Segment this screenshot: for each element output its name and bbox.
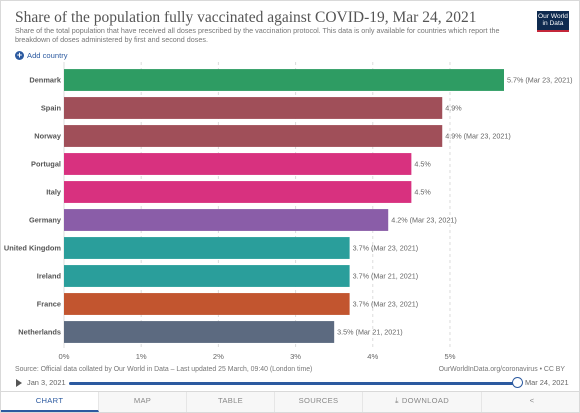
add-country-label: Add country: [27, 51, 68, 60]
x-tick-label: 5%: [444, 352, 455, 361]
bar: [64, 237, 350, 259]
bar: [64, 69, 504, 91]
category-label: Netherlands: [18, 328, 61, 337]
timeline-handle[interactable]: [512, 377, 523, 388]
category-label: Norway: [34, 132, 62, 141]
tab-sources-label: SOURCES: [298, 396, 339, 405]
bar: [64, 209, 389, 231]
tab-map[interactable]: MAP: [99, 392, 187, 412]
data-label: 3.7% (Mar 23, 2021): [353, 300, 419, 309]
tab-chart-label: CHART: [35, 396, 64, 405]
tab-bar: CHART MAP TABLE SOURCES ⤓ DOWNLOAD <: [1, 391, 579, 412]
category-label: Spain: [41, 104, 62, 113]
data-label: 4.5%: [414, 160, 431, 169]
timeline-track[interactable]: [69, 382, 518, 385]
x-tick-label: 2%: [213, 352, 224, 361]
tab-chart[interactable]: CHART: [1, 392, 99, 412]
add-country-button[interactable]: + Add country: [15, 51, 68, 60]
data-label: 3.5% (Mar 21, 2021): [337, 328, 403, 337]
data-label: 3.7% (Mar 21, 2021): [353, 272, 419, 281]
tab-sources[interactable]: SOURCES: [275, 392, 363, 412]
logo-line-1: Our World: [538, 13, 568, 20]
owid-logo[interactable]: Our World in Data: [537, 11, 569, 32]
license-link[interactable]: OurWorldInData.org/coronavirus • CC BY: [438, 366, 565, 373]
category-label: Portugal: [31, 160, 61, 169]
tab-map-label: MAP: [133, 396, 152, 405]
source-note: Source: Official data collated by Our Wo…: [15, 366, 313, 373]
data-label: 4.9% (Mar 23, 2021): [445, 132, 511, 141]
bar: [64, 125, 443, 147]
x-tick-label: 3%: [290, 352, 301, 361]
data-label: 3.7% (Mar 23, 2021): [353, 244, 419, 253]
category-label: France: [37, 300, 61, 309]
category-label: Denmark: [29, 76, 62, 85]
share-button[interactable]: <: [482, 392, 580, 412]
chart-subtitle: Share of the total population that have …: [15, 26, 500, 44]
data-label: 4.9%: [445, 104, 462, 113]
download-icon: ⤓: [395, 396, 399, 405]
category-label: Italy: [46, 188, 62, 197]
bar: [64, 181, 412, 203]
x-tick-label: 1%: [136, 352, 147, 361]
timeline-end-label: Mar 24, 2021: [525, 378, 569, 387]
x-tick-label: 4%: [367, 352, 378, 361]
chart-title: Share of the population fully vaccinated…: [15, 9, 477, 26]
timeline-fill: [69, 382, 518, 385]
x-tick-label: 0%: [59, 352, 70, 361]
data-label: 4.5%: [414, 188, 431, 197]
tab-download[interactable]: ⤓ DOWNLOAD: [363, 392, 482, 412]
tab-download-label: DOWNLOAD: [401, 396, 449, 405]
bar: [64, 153, 412, 175]
bar: [64, 293, 350, 315]
tab-table[interactable]: TABLE: [187, 392, 275, 412]
timeline: Jan 3, 2021 Mar 24, 2021: [14, 376, 569, 390]
bar: [64, 321, 335, 343]
bar: [64, 265, 350, 287]
logo-line-2: in Data: [542, 20, 564, 28]
tab-table-label: TABLE: [218, 396, 243, 405]
plus-icon: +: [15, 50, 24, 60]
timeline-start-label: Jan 3, 2021: [27, 378, 66, 387]
bar: [64, 97, 443, 119]
category-label: United Kingdom: [4, 244, 61, 253]
category-label: Ireland: [37, 272, 62, 281]
play-icon[interactable]: [16, 379, 22, 387]
category-label: Germany: [29, 216, 62, 225]
share-icon: <: [529, 396, 535, 405]
data-label: 5.7% (Mar 23, 2021): [507, 76, 573, 85]
data-label: 4.2% (Mar 23, 2021): [391, 216, 457, 225]
